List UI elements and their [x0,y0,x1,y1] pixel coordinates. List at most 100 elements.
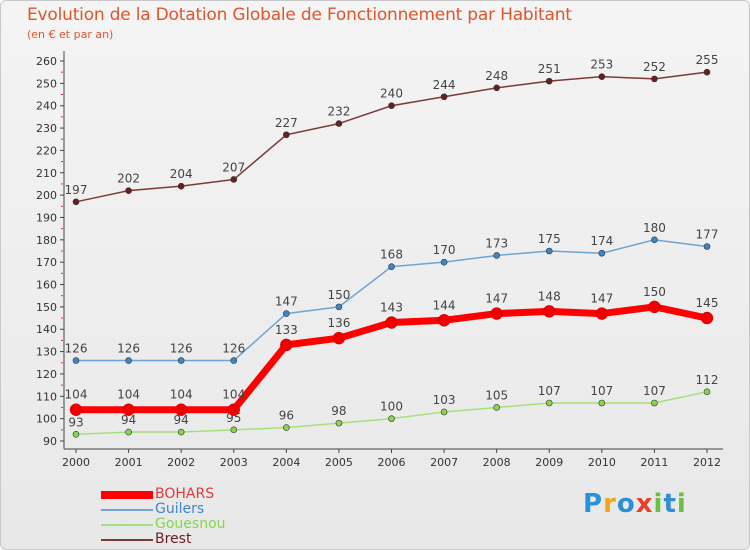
data-point-brest [177,182,185,190]
data-point-bohars [543,305,556,318]
data-point-gouesnou [230,426,238,434]
logo-letter: x [635,489,654,519]
x-tick-label: 2001 [115,456,143,469]
data-point-gouesnou [598,399,606,407]
data-point-bohars [490,307,503,320]
data-point-guilers [72,357,80,364]
data-point-guilers [125,357,132,364]
data-point-brest [440,93,448,101]
data-label-gouesnou: 103 [433,393,456,407]
data-label-brest: 244 [433,78,456,92]
x-tick-label: 2008 [483,456,511,469]
y-tick-label: 120 [36,368,57,381]
data-label-bohars: 136 [327,316,350,330]
y-tick-label: 140 [36,323,57,336]
data-label-bohars: 147 [590,292,613,306]
y-tick-label: 190 [36,211,57,224]
data-label-guilers: 126 [222,342,245,356]
data-label-guilers: 126 [117,342,140,356]
data-point-guilers [545,247,553,255]
data-point-bohars [700,311,714,325]
y-tick-label: 230 [36,122,57,135]
logo-letter: i [676,489,687,519]
data-point-bohars [648,300,661,314]
x-tick-label: 2009 [535,456,563,469]
logo-letter: i [653,489,664,519]
data-point-bohars [385,316,398,329]
logo-letter: t [663,489,677,519]
data-point-guilers [703,243,711,250]
logo-letter: o [616,489,636,519]
data-point-guilers [335,303,343,311]
y-tick-label: 240 [36,100,57,113]
data-label-gouesnou: 98 [331,404,346,418]
chart-subtitle: (en € et par an) [27,28,114,41]
legend-label: BOHARS [155,486,215,502]
data-label-gouesnou: 107 [590,384,613,398]
data-point-brest [335,120,343,127]
x-tick-label: 2011 [640,456,668,469]
data-label-brest: 248 [485,69,508,83]
data-label-gouesnou: 94 [174,413,189,427]
data-label-guilers: 177 [696,228,719,242]
y-tick-label: 210 [36,167,57,180]
x-tick-label: 2010 [588,456,616,469]
data-point-guilers [440,258,448,266]
x-tick-label: 2006 [378,456,406,469]
data-label-brest: 204 [170,167,193,181]
data-point-bohars [280,338,293,352]
data-point-brest [598,73,606,80]
data-point-guilers [493,252,500,259]
data-point-bohars [437,314,451,327]
data-label-guilers: 168 [380,248,403,262]
y-tick-label: 250 [36,77,57,90]
x-tick-label: 2005 [325,456,353,469]
data-point-gouesnou [440,408,448,416]
data-point-gouesnou [125,428,132,436]
data-label-guilers: 175 [538,232,561,246]
y-tick-label: 180 [36,234,57,247]
x-tick-label: 2003 [220,456,248,469]
data-label-bohars: 143 [380,301,403,315]
y-tick-label: 130 [36,346,57,359]
y-tick-label: 170 [36,256,57,269]
logo-letter: P [583,489,604,519]
data-point-guilers [283,310,290,317]
data-label-gouesnou: 107 [538,384,561,398]
y-tick-label: 260 [36,55,57,68]
proxiti-logo: Proxiti [583,489,687,519]
data-label-brest: 253 [590,58,613,72]
data-point-guilers [598,249,606,257]
x-tick-label: 2007 [430,456,458,469]
data-point-bohars [69,403,83,416]
data-point-brest [72,198,80,206]
chart-title: Evolution de la Dotation Globale de Fonc… [27,5,572,25]
data-label-brest: 197 [65,183,88,197]
data-point-guilers [651,236,658,244]
legend-swatch [101,539,153,541]
data-point-guilers [177,357,185,364]
legend-label: Gouesnou [155,516,226,532]
data-point-gouesnou [283,424,290,431]
data-point-brest [651,75,658,83]
data-label-bohars: 148 [538,289,561,303]
data-label-brest: 232 [327,105,350,119]
data-point-gouesnou [177,428,185,436]
data-point-gouesnou [493,404,500,411]
legend-label: Brest [155,531,192,547]
legend-swatch [101,509,153,511]
data-point-gouesnou [72,430,80,438]
data-label-gouesnou: 112 [696,373,719,387]
data-point-brest [125,187,132,194]
data-label-brest: 207 [222,160,245,174]
data-label-brest: 252 [643,60,666,74]
data-label-guilers: 126 [65,342,88,356]
logo-letter: r [603,489,617,519]
data-label-gouesnou: 94 [121,413,136,427]
data-label-guilers: 170 [433,243,456,257]
data-point-brest [703,68,711,76]
legend-swatch [101,524,153,526]
data-point-guilers [388,263,395,270]
